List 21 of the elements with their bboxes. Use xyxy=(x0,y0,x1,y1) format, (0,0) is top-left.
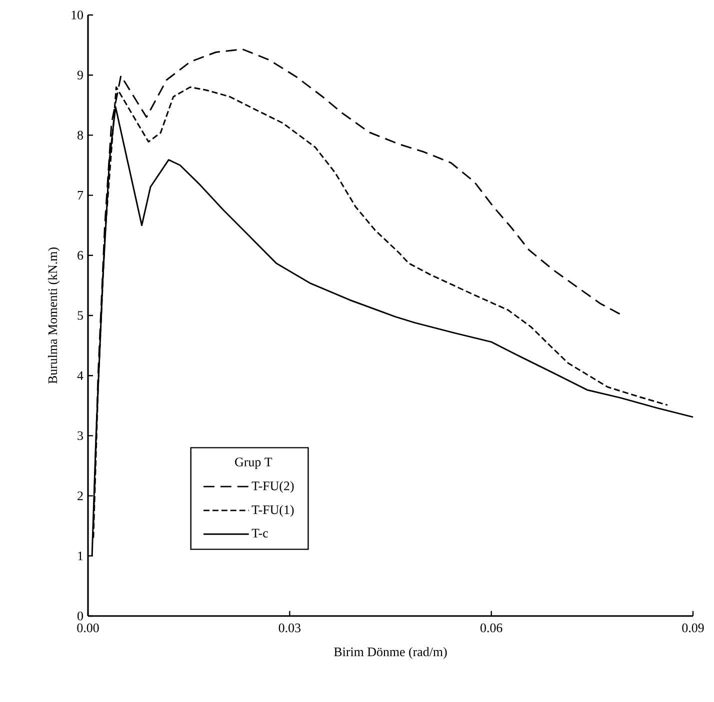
x-tick-label: 0.03 xyxy=(278,624,300,632)
y-tick-label: 8 xyxy=(78,130,83,140)
y-tick-label: 3 xyxy=(78,431,83,440)
y-tick-label: 0 xyxy=(78,612,83,620)
y-tick-label: 7 xyxy=(78,191,84,200)
legend-title: Grup T xyxy=(235,458,272,469)
x-axis-title: Birim Dönme (rad/m) xyxy=(334,647,447,659)
y-tick-label: 1 xyxy=(78,552,83,560)
x-tick-label: 0.06 xyxy=(480,624,502,632)
y-tick-label: 4 xyxy=(77,371,84,380)
y-axis-title: Burulma Momenti (kN.m) xyxy=(48,248,60,384)
y-tick-label: 10 xyxy=(72,10,83,20)
x-tick-label: 0.09 xyxy=(682,624,704,632)
y-tick-label: 2 xyxy=(78,492,83,500)
legend-label: T-FU(2) xyxy=(252,481,294,493)
legend-label: T-FU(1) xyxy=(252,505,294,517)
legend-label: T-c xyxy=(252,528,268,538)
y-tick-label: 9 xyxy=(77,70,83,80)
y-tick-label: 5 xyxy=(78,311,83,320)
x-tick-label: 0.00 xyxy=(77,624,99,632)
y-tick-label: 6 xyxy=(78,251,84,260)
